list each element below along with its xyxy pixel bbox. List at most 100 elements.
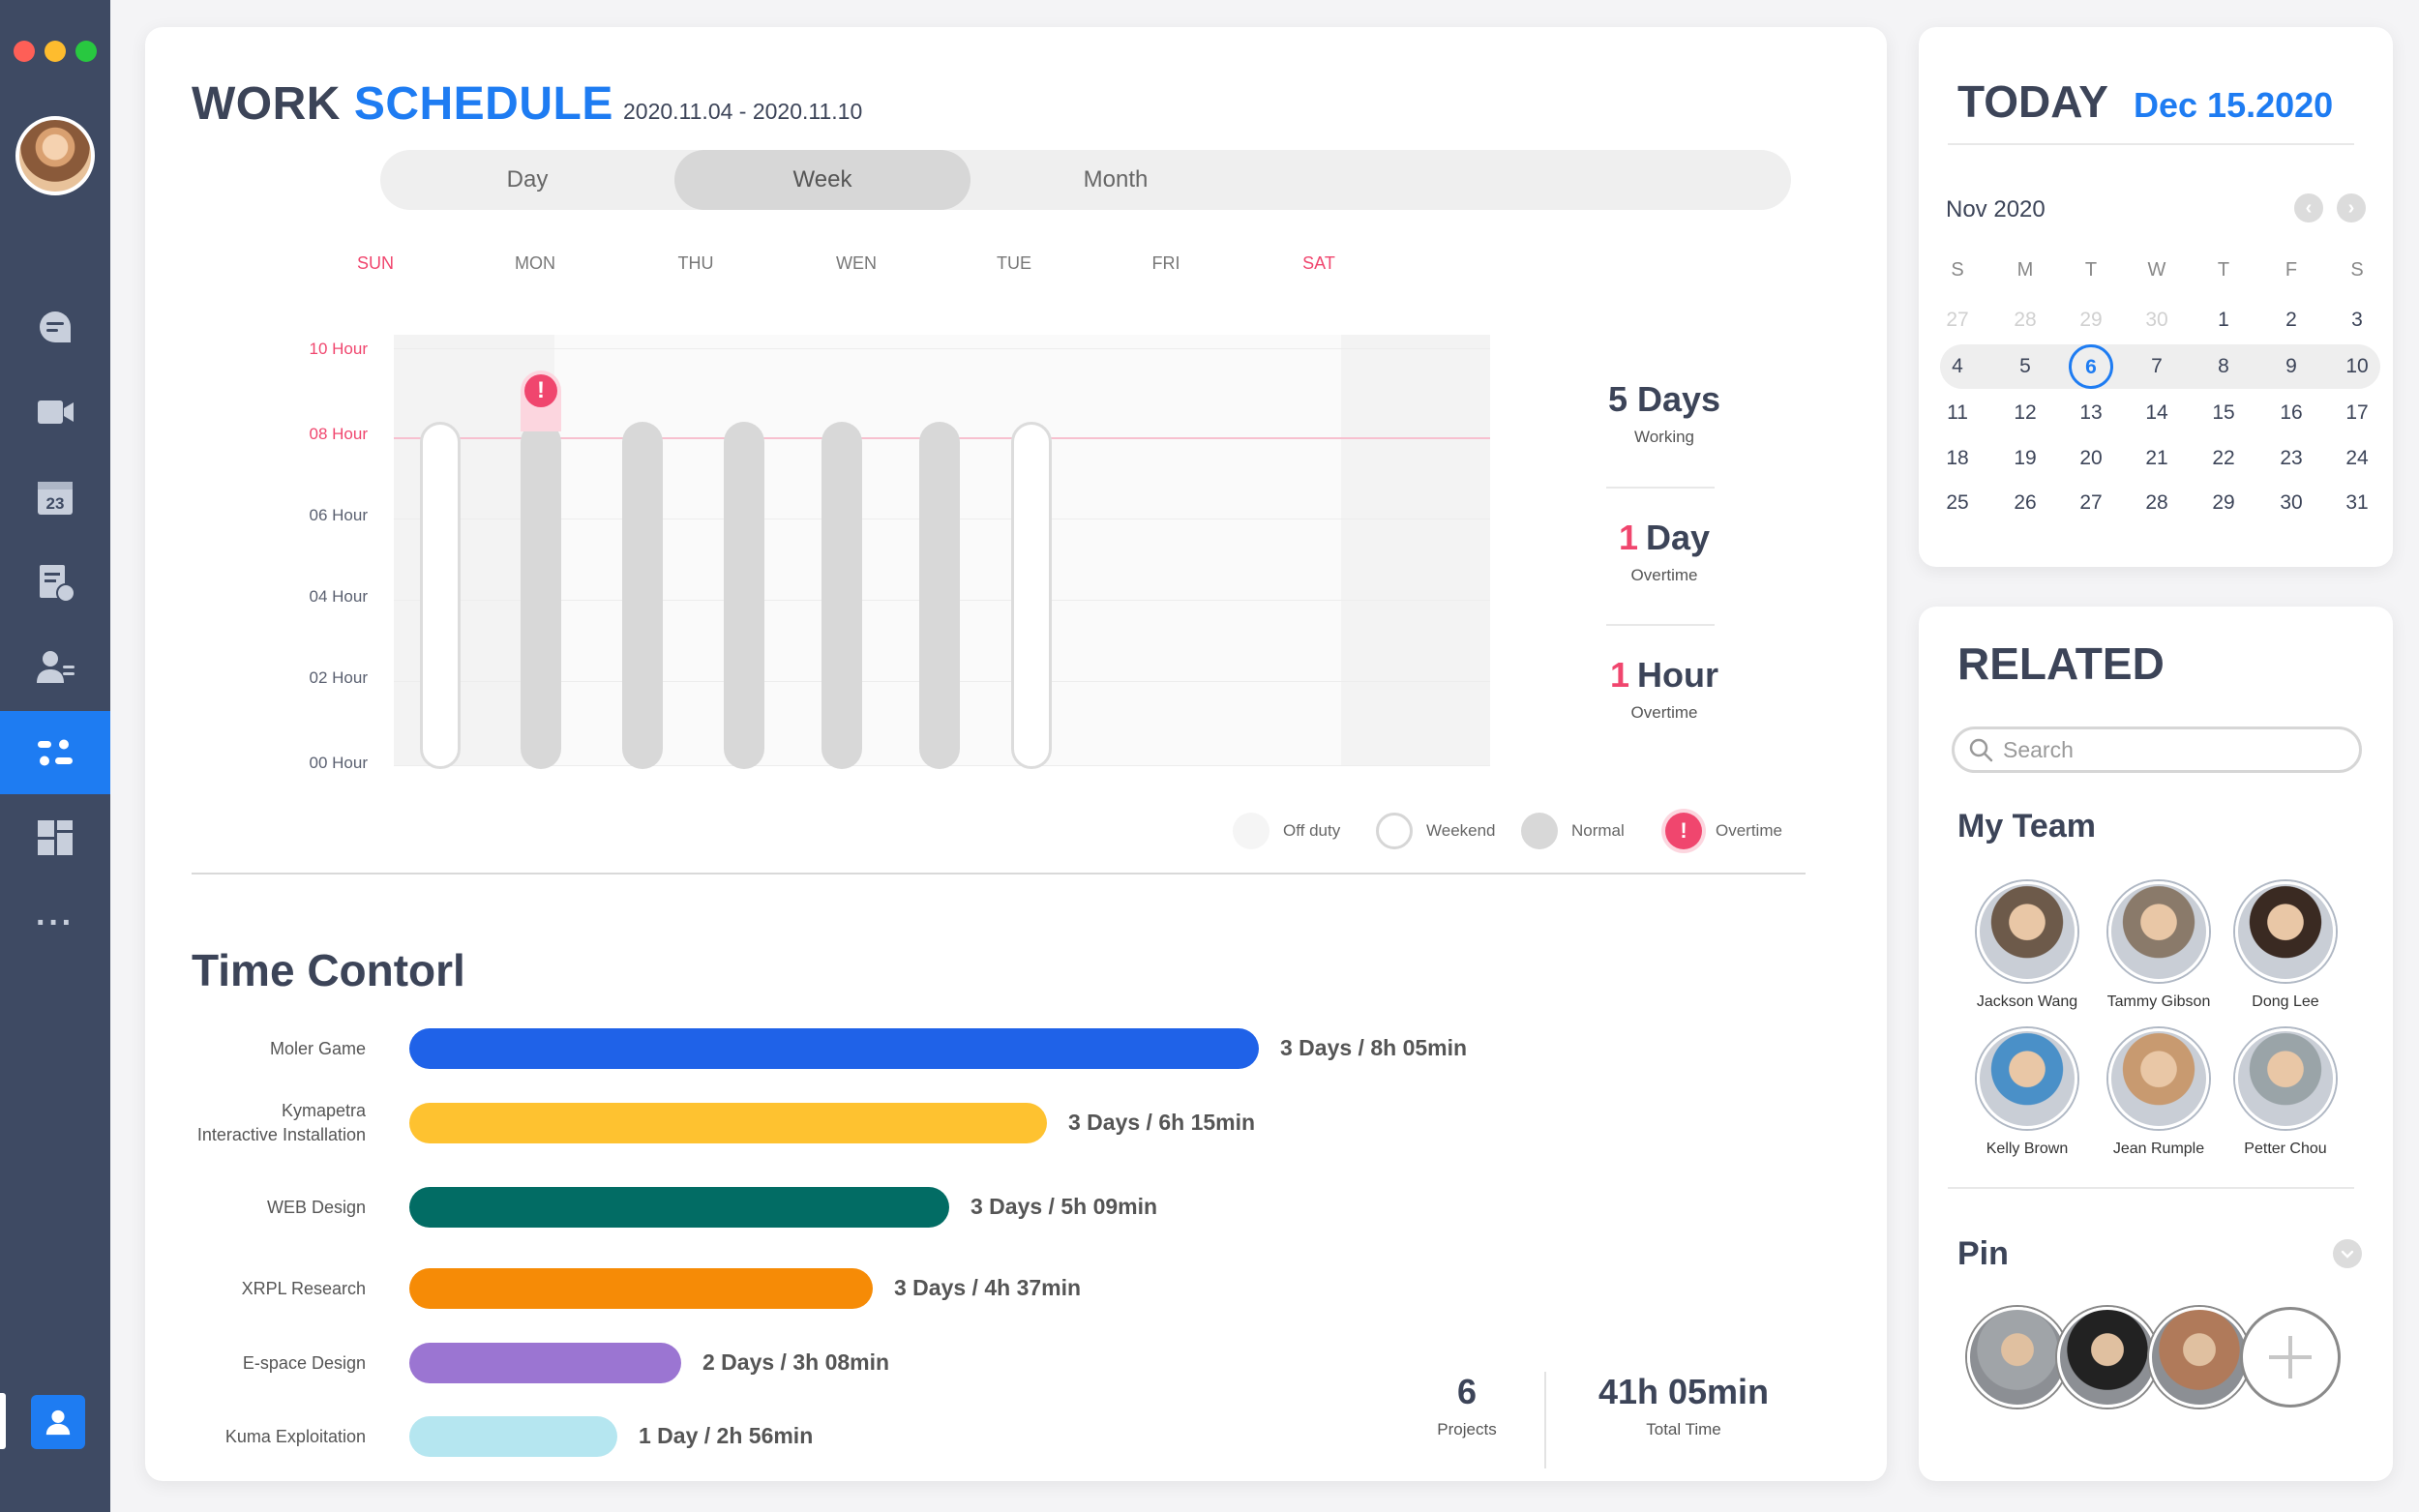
- bar-thu[interactable]: [622, 422, 663, 769]
- pinned-avatar[interactable]: [2149, 1307, 2250, 1408]
- team-member[interactable]: Kelly Brown: [1964, 1028, 2090, 1158]
- y-label-08: 08 Hour: [309, 425, 368, 443]
- stat-overtime-day-number: 1: [1618, 518, 1638, 557]
- project-bar[interactable]: [409, 1343, 681, 1383]
- tab-month[interactable]: Month: [1083, 166, 1149, 193]
- pinned-avatar[interactable]: [1967, 1307, 2068, 1408]
- today-divider: [1948, 143, 2354, 145]
- avatar: [2235, 1028, 2336, 1129]
- calendar-day[interactable]: 15: [2212, 401, 2235, 424]
- pinned-avatar[interactable]: [2057, 1307, 2158, 1408]
- calendar-day[interactable]: 29: [2212, 491, 2235, 514]
- team-member-name: Petter Chou: [2244, 1141, 2327, 1157]
- day-label-sun: SUN: [356, 253, 394, 273]
- maximize-button[interactable]: [75, 41, 97, 62]
- calendar-day[interactable]: 23: [2280, 447, 2303, 469]
- calendar-day[interactable]: 18: [1946, 447, 1969, 469]
- bar-mon[interactable]: [521, 422, 561, 769]
- calendar-day[interactable]: 20: [2079, 447, 2103, 469]
- schedule-icon[interactable]: [0, 711, 110, 794]
- calendar-day[interactable]: 10: [2345, 355, 2369, 377]
- calendar-day[interactable]: 4: [1952, 355, 1963, 377]
- calendar-day[interactable]: 26: [2014, 491, 2037, 514]
- calendar-day[interactable]: 11: [1947, 401, 1968, 424]
- close-button[interactable]: [14, 41, 35, 62]
- calendar-day[interactable]: 2: [2285, 309, 2297, 331]
- calendar-day[interactable]: 24: [2345, 447, 2369, 469]
- user-avatar[interactable]: [15, 116, 95, 195]
- bar-fri[interactable]: [919, 422, 960, 769]
- project-time: 3 Days / 4h 37min: [894, 1275, 1082, 1300]
- avatar: [1977, 881, 2077, 982]
- legend-off-duty-label: Off duty: [1283, 821, 1341, 840]
- calendar-day[interactable]: 16: [2280, 401, 2303, 424]
- bar-wen[interactable]: [724, 422, 764, 769]
- project-bar[interactable]: [409, 1416, 617, 1457]
- calendar-day[interactable]: 1: [2218, 309, 2229, 331]
- bar-sun[interactable]: [420, 422, 461, 769]
- calendar-day[interactable]: 27: [1946, 309, 1969, 331]
- profile-button[interactable]: [31, 1395, 85, 1449]
- project-bar[interactable]: [409, 1268, 873, 1309]
- calendar-day[interactable]: 9: [2285, 355, 2297, 377]
- calendar-day[interactable]: 8: [2218, 355, 2229, 377]
- overtime-warning-icon[interactable]: !: [524, 374, 557, 408]
- calendar-day[interactable]: 5: [2019, 355, 2031, 377]
- legend-off-duty: Off duty: [1233, 813, 1340, 849]
- stat-divider: [1606, 487, 1715, 489]
- calendar-day[interactable]: 17: [2345, 401, 2369, 424]
- projects-label: Projects: [1437, 1420, 1497, 1438]
- tab-week[interactable]: Week: [674, 150, 971, 210]
- team-member[interactable]: Tammy Gibson: [2096, 881, 2222, 1011]
- team-member-name: Jackson Wang: [1976, 993, 2078, 1010]
- prev-month-button[interactable]: ‹: [2294, 193, 2323, 222]
- calendar-day[interactable]: 30: [2280, 491, 2303, 514]
- calendar-day[interactable]: 28: [2014, 309, 2037, 331]
- bar-sat[interactable]: [1011, 422, 1052, 769]
- calendar-day[interactable]: 28: [2145, 491, 2168, 514]
- more-icon[interactable]: ···: [36, 904, 75, 941]
- bar-tue[interactable]: [821, 422, 862, 769]
- chat-icon[interactable]: [0, 285, 110, 369]
- minimize-button[interactable]: [45, 41, 66, 62]
- calendar-day[interactable]: 22: [2212, 447, 2235, 469]
- y-label-10: 10 Hour: [309, 340, 368, 358]
- next-month-button[interactable]: ›: [2337, 193, 2366, 222]
- calendar-day[interactable]: 13: [2079, 401, 2103, 424]
- day-label-wen: WEN: [836, 253, 877, 273]
- project-name: Moler Game: [269, 1038, 366, 1058]
- team-member[interactable]: Petter Chou: [2223, 1028, 2348, 1158]
- team-member[interactable]: Dong Lee: [2223, 881, 2348, 1011]
- document-edit-icon[interactable]: [0, 541, 110, 624]
- calendar-day-selected[interactable]: 6: [2062, 344, 2120, 389]
- pin-toggle-button[interactable]: [2333, 1239, 2362, 1268]
- calendar-icon[interactable]: 23: [0, 456, 110, 539]
- calendar-day[interactable]: 19: [2014, 447, 2037, 469]
- project-bar[interactable]: [409, 1187, 949, 1228]
- related-title: RELATED: [1957, 638, 2165, 689]
- my-team-title: My Team: [1957, 808, 2096, 845]
- project-bar[interactable]: [409, 1028, 1259, 1069]
- add-pin-button[interactable]: [2240, 1307, 2341, 1408]
- search-input[interactable]: [2003, 736, 2351, 763]
- tab-day[interactable]: Day: [506, 166, 549, 193]
- calendar-day[interactable]: 29: [2079, 309, 2103, 331]
- calendar-day[interactable]: 14: [2145, 401, 2168, 424]
- contacts-icon[interactable]: [0, 626, 110, 709]
- project-bar[interactable]: [409, 1103, 1047, 1143]
- calendar-day[interactable]: 31: [2345, 491, 2369, 514]
- calendar-day[interactable]: 12: [2014, 401, 2037, 424]
- team-member[interactable]: Jackson Wang: [1964, 881, 2090, 1011]
- calendar-day[interactable]: 25: [1946, 491, 1969, 514]
- calendar-day[interactable]: 7: [2151, 355, 2163, 377]
- calendar-day[interactable]: 21: [2145, 447, 2168, 469]
- calendar-day[interactable]: 27: [2079, 491, 2103, 514]
- calendar-day[interactable]: 3: [2351, 309, 2363, 331]
- calendar-day[interactable]: 30: [2145, 309, 2168, 331]
- search-box: [1952, 726, 2362, 773]
- legend-off-duty-swatch: [1233, 813, 1269, 849]
- day-label-tue: TUE: [997, 253, 1031, 273]
- team-member[interactable]: Jean Rumple: [2096, 1028, 2222, 1158]
- dashboard-icon[interactable]: [0, 796, 110, 879]
- video-icon[interactable]: [0, 371, 110, 454]
